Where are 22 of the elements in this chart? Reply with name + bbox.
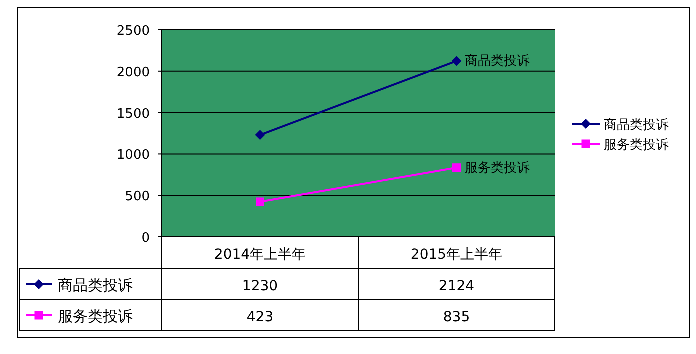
text: 商品类投诉 — [58, 276, 133, 294]
point — [255, 130, 266, 140]
y-tick-label: 500 — [125, 190, 150, 205]
data-label: 2124 — [438, 278, 475, 294]
data-label: 423 — [246, 310, 274, 326]
point — [256, 198, 264, 206]
text: 服务类投诉 — [464, 160, 530, 176]
y-tick-label: 2500 — [116, 24, 150, 39]
y-tick-label: 0 — [142, 231, 150, 246]
legend-label: 商品类投诉 — [604, 118, 669, 133]
x-tick-label: 2015年上半年 — [410, 247, 503, 263]
y-tick-label: 2000 — [116, 65, 150, 80]
data-label: 835 — [443, 310, 470, 326]
x-tick-label: 2014年上半年 — [214, 247, 306, 263]
data-label: 1230 — [242, 278, 278, 294]
point — [452, 164, 461, 172]
y-tick-label: 1000 — [116, 148, 150, 164]
text: 商品类投诉 — [464, 54, 530, 70]
y-tick-label: 1500 — [116, 106, 150, 122]
text: 服务类投诉 — [58, 308, 133, 326]
point — [452, 56, 462, 66]
legend-label: 服务类投诉 — [604, 138, 669, 153]
